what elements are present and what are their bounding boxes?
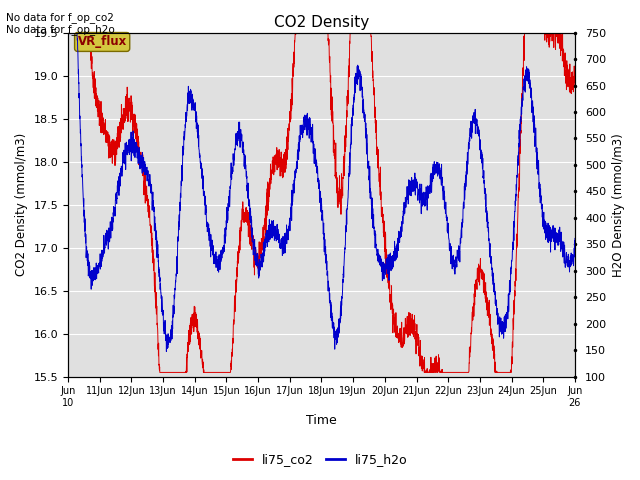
Line: li75_co2: li75_co2 xyxy=(68,34,575,372)
Text: VR_flux: VR_flux xyxy=(77,36,127,48)
li75_co2 xyxy=(122,116,130,121)
li75_h2o xyxy=(561,256,569,262)
Line: li75_h2o: li75_h2o xyxy=(68,34,575,351)
Text: No data for f_op_co2: No data for f_op_co2 xyxy=(6,12,115,23)
li75_h2o xyxy=(152,237,160,242)
Title: CO2 Density: CO2 Density xyxy=(274,15,369,30)
Legend: li75_co2, li75_h2o: li75_co2, li75_h2o xyxy=(228,448,412,471)
X-axis label: Time: Time xyxy=(306,414,337,427)
li75_h2o xyxy=(259,260,266,265)
li75_co2 xyxy=(507,367,515,373)
li75_h2o xyxy=(281,231,289,237)
li75_co2 xyxy=(64,31,72,36)
li75_h2o xyxy=(571,236,579,241)
li75_co2 xyxy=(561,50,569,56)
li75_h2o xyxy=(64,31,72,36)
li75_co2 xyxy=(152,305,160,311)
li75_co2 xyxy=(571,68,579,74)
li75_h2o xyxy=(122,152,130,158)
li75_h2o xyxy=(163,348,170,354)
li75_co2 xyxy=(156,370,164,375)
Y-axis label: CO2 Density (mmol/m3): CO2 Density (mmol/m3) xyxy=(15,133,28,276)
li75_co2 xyxy=(259,238,266,244)
Text: No data for f_op_h2o: No data for f_op_h2o xyxy=(6,24,115,35)
li75_co2 xyxy=(281,150,289,156)
li75_h2o xyxy=(507,282,515,288)
Y-axis label: H2O Density (mmol/m3): H2O Density (mmol/m3) xyxy=(612,133,625,276)
